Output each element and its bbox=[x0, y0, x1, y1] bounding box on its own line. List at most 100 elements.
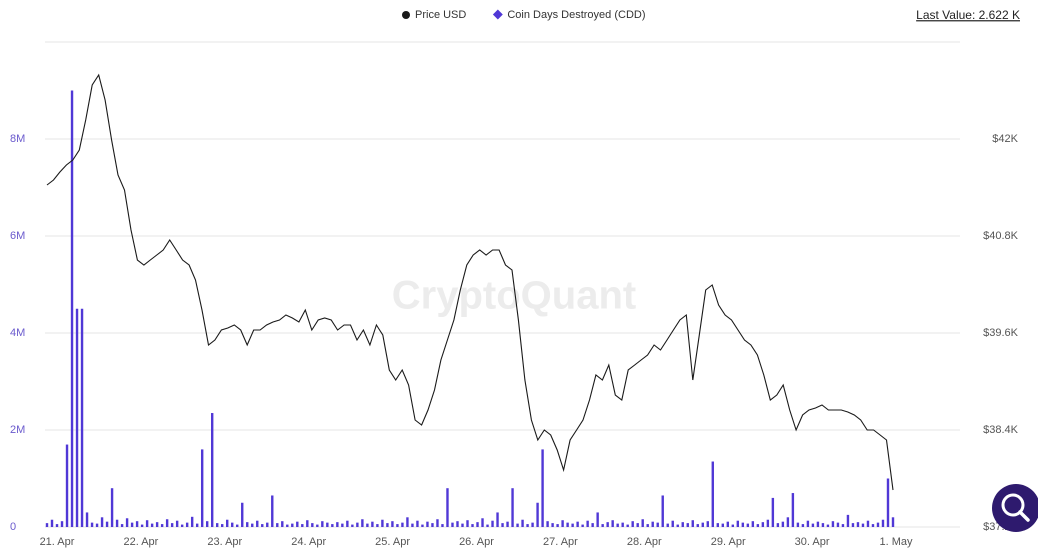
x-tick-label: 24. Apr bbox=[291, 536, 326, 548]
price-line bbox=[46, 73, 894, 491]
cdd-bar bbox=[856, 522, 860, 527]
cdd-bar bbox=[261, 524, 264, 527]
cdd-bar bbox=[681, 522, 684, 527]
cdd-bar bbox=[461, 523, 464, 527]
y-tick-label: 6M bbox=[10, 230, 25, 242]
cdd-bar bbox=[155, 522, 159, 527]
cdd-bar bbox=[180, 524, 184, 527]
cdd-bar bbox=[501, 523, 504, 527]
cdd-bar bbox=[411, 523, 414, 527]
cdd-bar bbox=[421, 524, 424, 527]
cdd-bar bbox=[416, 520, 419, 527]
cdd-bar bbox=[60, 521, 64, 527]
cdd-bar bbox=[80, 308, 84, 527]
cdd-bar bbox=[791, 493, 795, 527]
cdd-bar bbox=[576, 521, 579, 527]
cdd-bar bbox=[145, 520, 149, 527]
cdd-bar bbox=[551, 523, 554, 527]
cdd-bar bbox=[185, 522, 189, 527]
y2-tick-label: $42K bbox=[992, 133, 1018, 145]
cdd-bar bbox=[195, 523, 199, 527]
cdd-bar bbox=[806, 520, 810, 527]
cdd-bar bbox=[831, 521, 835, 527]
cdd-bar bbox=[761, 522, 765, 527]
cdd-bar bbox=[611, 520, 614, 527]
cdd-bar bbox=[526, 524, 529, 527]
cdd-bar bbox=[491, 520, 494, 527]
cdd-bar bbox=[221, 524, 224, 527]
legend-marker bbox=[402, 11, 410, 19]
cdd-bar bbox=[586, 520, 589, 527]
last-value[interactable]: Last Value: 2.622 K bbox=[916, 8, 1020, 22]
cdd-bar bbox=[581, 524, 584, 527]
cdd-bar bbox=[686, 523, 689, 527]
cdd-bar bbox=[281, 521, 284, 527]
cdd-bar bbox=[150, 523, 154, 527]
cdd-bar bbox=[356, 522, 359, 527]
cdd-bar bbox=[456, 521, 459, 527]
cdd-bar bbox=[115, 519, 119, 527]
x-tick-label: 27. Apr bbox=[543, 536, 578, 548]
cdd-bar bbox=[771, 497, 775, 527]
cdd-bar bbox=[641, 519, 644, 527]
watermark: CryptoQuant bbox=[392, 274, 636, 318]
cdd-bar bbox=[531, 522, 534, 527]
cdd-bar bbox=[130, 522, 134, 527]
cdd-bar bbox=[125, 518, 129, 527]
cdd-bar bbox=[826, 524, 830, 527]
legend-marker bbox=[492, 9, 503, 20]
cdd-bar bbox=[366, 523, 369, 527]
cdd-bar bbox=[95, 523, 99, 527]
cdd-bar bbox=[591, 523, 594, 527]
cdd-bar bbox=[311, 523, 314, 527]
cdd-bar bbox=[766, 519, 770, 527]
y-tick-label: 8M bbox=[10, 133, 25, 145]
cdd-bar bbox=[851, 523, 855, 527]
cdd-bar bbox=[271, 495, 274, 527]
cdd-bar bbox=[876, 522, 880, 527]
cdd-bar bbox=[696, 524, 699, 527]
y-tick-label: 4M bbox=[10, 327, 25, 339]
cdd-bar bbox=[781, 521, 785, 527]
cdd-bar bbox=[251, 523, 254, 527]
cdd-bar bbox=[796, 522, 800, 527]
cdd-bar bbox=[190, 516, 194, 527]
cdd-bar bbox=[621, 522, 624, 527]
cdd-bar bbox=[200, 449, 204, 527]
x-tick-label: 30. Apr bbox=[795, 536, 830, 548]
cdd-bar bbox=[816, 521, 820, 527]
y-tick-label: 0 bbox=[10, 521, 16, 533]
cdd-bar bbox=[541, 449, 544, 527]
cdd-bar bbox=[351, 524, 354, 527]
cdd-bar bbox=[886, 478, 890, 527]
cdd-bar bbox=[571, 523, 574, 527]
cdd-bar bbox=[85, 512, 89, 527]
cdd-bar bbox=[726, 521, 730, 527]
cdd-bar bbox=[836, 522, 840, 527]
cdd-bar bbox=[521, 519, 524, 527]
cdd-bar bbox=[326, 522, 329, 527]
x-tick-label: 23. Apr bbox=[207, 536, 242, 548]
legend-label: Coin Days Destroyed (CDD) bbox=[507, 9, 645, 21]
cdd-bar bbox=[711, 461, 714, 527]
cdd-bar bbox=[536, 502, 539, 527]
cdd-bar bbox=[170, 523, 174, 527]
search-button[interactable] bbox=[992, 484, 1038, 532]
cdd-bar bbox=[90, 522, 94, 527]
cdd-bar bbox=[811, 523, 815, 527]
cdd-bar bbox=[601, 524, 604, 527]
cdd-bar bbox=[236, 524, 239, 527]
cdd-bar bbox=[656, 522, 659, 527]
x-tick-label: 25. Apr bbox=[375, 536, 410, 548]
cdd-bar bbox=[55, 524, 59, 527]
cdd-bar bbox=[861, 523, 865, 527]
cdd-bar bbox=[175, 520, 179, 527]
cdd-bar bbox=[341, 523, 344, 527]
cdd-bar bbox=[105, 521, 109, 527]
cdd-bar bbox=[426, 521, 429, 527]
cdd-bar bbox=[391, 521, 394, 527]
cdd-bar bbox=[871, 524, 875, 527]
cdd-bar bbox=[286, 524, 289, 527]
